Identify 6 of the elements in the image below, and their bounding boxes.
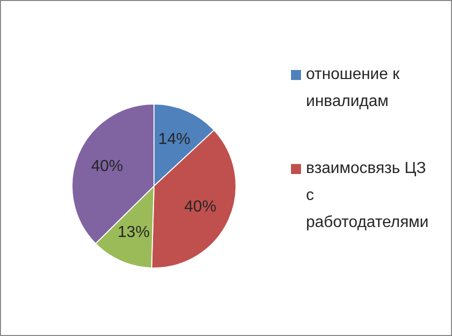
data-label: 14% [158, 130, 190, 148]
data-label: 13% [118, 224, 150, 242]
legend-label: взаимосвязь ЦЗ с работодателями [306, 159, 430, 233]
data-label: 40% [91, 158, 124, 175]
data-label: 40% [184, 198, 216, 216]
legend-label: отношение к инвалидам [306, 65, 400, 112]
